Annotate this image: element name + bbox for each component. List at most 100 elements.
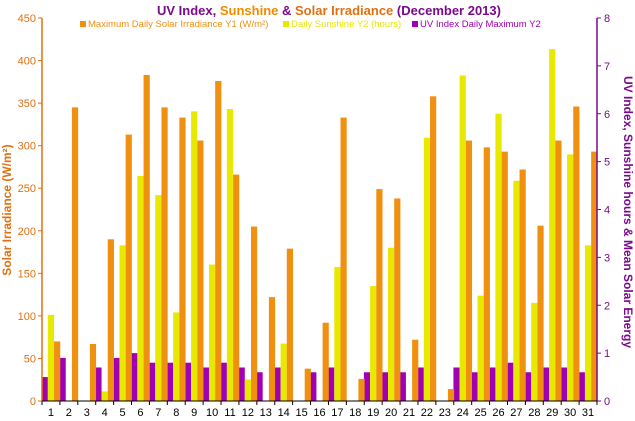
y-left-tick-label: 200 (18, 226, 36, 238)
bar (447, 389, 455, 401)
bar (197, 140, 204, 401)
x-tick-label: 29 (546, 407, 558, 419)
y-right-tick-label: 4 (604, 205, 610, 217)
x-tick-label: 6 (137, 407, 143, 419)
x-tick-label: 17 (331, 407, 343, 419)
bar (101, 391, 108, 401)
bar (423, 137, 431, 401)
bar (573, 106, 580, 402)
bar (507, 362, 514, 401)
bar (376, 189, 383, 401)
bar (310, 372, 317, 401)
bar (501, 151, 508, 401)
bar (459, 75, 466, 401)
bar (250, 226, 258, 401)
bar (591, 151, 598, 401)
bar (274, 367, 281, 401)
y-right-tick-label: 3 (604, 252, 610, 264)
x-tick-label: 12 (242, 407, 254, 419)
x-tick-label: 19 (367, 407, 379, 419)
bar (477, 295, 484, 401)
x-tick-label: 18 (349, 407, 361, 419)
bar (47, 314, 55, 401)
legend-swatch (283, 21, 289, 27)
y-axis-left-label: Solar Irradiance (W/m²) (0, 144, 14, 275)
y-left-tick-label: 0 (30, 396, 36, 408)
bar (471, 372, 478, 401)
x-tick-label: 22 (421, 407, 433, 419)
bar (208, 264, 216, 401)
bar (280, 343, 287, 401)
title-part: UV Index (157, 3, 213, 18)
bar (525, 372, 532, 401)
bar (166, 362, 174, 401)
bar (412, 339, 419, 401)
x-tick-label: 30 (564, 407, 576, 419)
bar (363, 372, 371, 401)
y-left-tick-label: 400 (18, 56, 36, 68)
bar (161, 107, 168, 402)
bar (513, 180, 520, 401)
y-left-tick-label: 250 (18, 183, 36, 195)
bar (54, 341, 61, 401)
bar (226, 108, 234, 402)
bar (173, 312, 180, 401)
bar (202, 367, 209, 401)
bar (542, 367, 550, 401)
y-left-tick-label: 450 (18, 13, 36, 25)
bar (399, 372, 406, 401)
title-part: , (213, 3, 220, 18)
bar (417, 367, 424, 401)
bar (59, 357, 66, 401)
bar (567, 154, 574, 401)
bar (549, 49, 556, 402)
bar (370, 286, 377, 401)
y-left-tick-label: 350 (18, 98, 36, 110)
title-part: Sunshine (220, 3, 279, 18)
legend-label: Maximum Daily Solar Irradiance Y1 (W/m²) (88, 19, 268, 30)
bar (125, 134, 132, 401)
legend-swatch (412, 21, 418, 27)
y-axis-right-label: UV Index, Sunshine hours & Mean Solar En… (621, 76, 635, 348)
x-tick-label: 15 (295, 407, 307, 419)
x-tick-label: 28 (528, 407, 540, 419)
bar (453, 367, 460, 401)
x-tick-label: 13 (260, 407, 272, 419)
y-right-tick-label: 2 (604, 300, 610, 312)
x-tick-label: 2 (66, 407, 72, 419)
bar (286, 248, 293, 401)
x-tick-label: 25 (475, 407, 487, 419)
bar (519, 169, 526, 401)
x-tick-label: 27 (510, 407, 522, 419)
x-tick-label: 23 (439, 407, 451, 419)
y-right-tick-label: 5 (604, 157, 610, 169)
bar (113, 357, 120, 401)
y-right-tick-label: 6 (604, 109, 610, 121)
x-tick-label: 5 (120, 407, 126, 419)
x-tick-label: 26 (492, 407, 504, 419)
bar (220, 362, 227, 401)
bar (119, 245, 126, 401)
bar (149, 362, 156, 401)
title-part: Solar Irradiance (295, 3, 393, 18)
bar (238, 367, 245, 401)
bar (394, 198, 401, 401)
legend: Maximum Daily Solar Irradiance Y1 (W/m²)… (80, 19, 541, 30)
x-tick-label: 16 (313, 407, 325, 419)
bar (256, 372, 263, 401)
bar (489, 367, 496, 401)
y-right-tick-label: 8 (604, 13, 610, 25)
bar (215, 80, 222, 401)
bar (340, 117, 347, 401)
bar (179, 117, 186, 401)
x-tick-label: 8 (173, 407, 179, 419)
x-tick-label: 10 (206, 407, 218, 419)
title-part: & (278, 3, 295, 18)
x-tick-label: 9 (191, 407, 197, 419)
legend-label: UV Index Daily Maximum Y2 (420, 19, 541, 30)
y-left-tick-label: 300 (18, 141, 36, 153)
bar (233, 174, 240, 401)
bar (71, 107, 79, 402)
bar (131, 353, 138, 402)
